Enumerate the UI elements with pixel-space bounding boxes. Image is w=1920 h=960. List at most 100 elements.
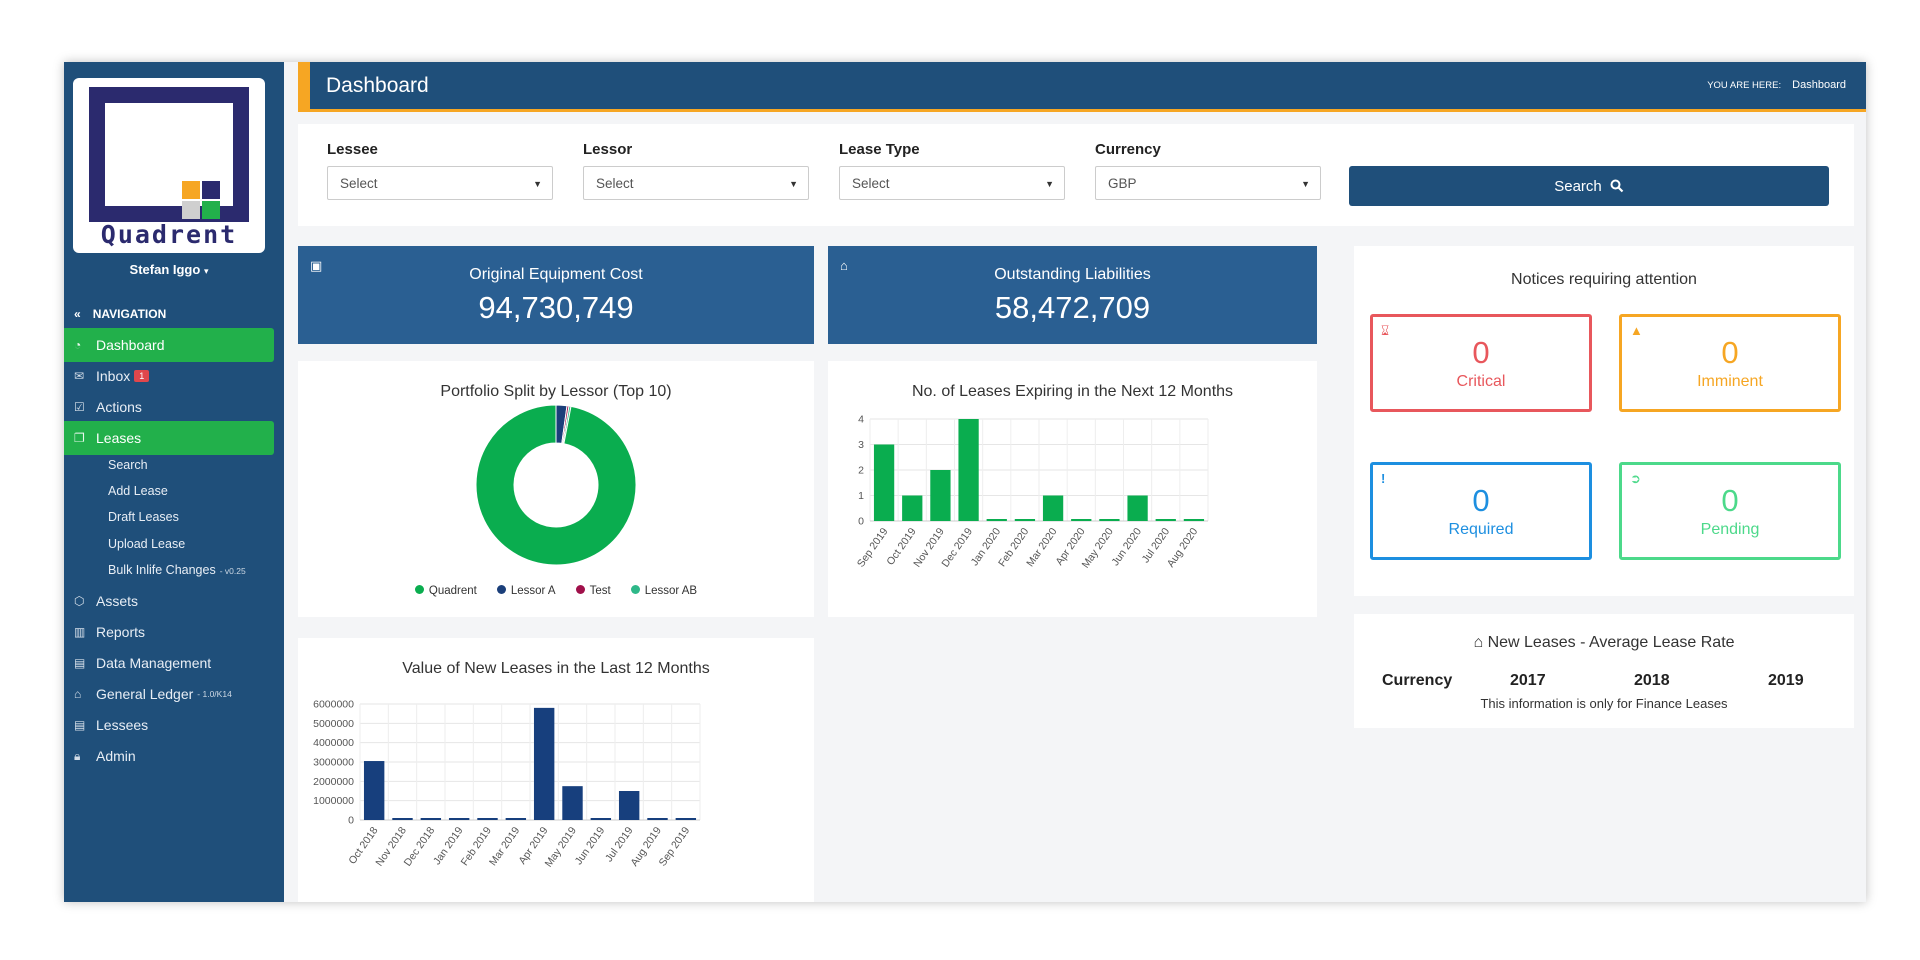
logo[interactable]: Quadrent [73,78,265,253]
search-button[interactable]: Search [1349,166,1829,206]
sidebar-item-lessees[interactable]: ▤ Lessees [64,708,274,742]
legend-entry-lessor-ab[interactable]: Lessor AB [630,585,697,597]
lessee-select-value: Select [340,175,378,191]
bar-jul-2020[interactable] [1155,519,1176,521]
sidebar-item-leases[interactable]: ❐ Leases [64,421,274,455]
checkbox-icon: ☑ [74,400,85,414]
sub-item-search[interactable]: Search [108,458,148,472]
legend-dot [575,585,585,594]
rate-title: ⌂ New Leases - Average Lease Rate [1354,634,1854,652]
bar-oct-2019[interactable] [902,495,923,522]
lease-type-filter: Lease Type Select ▼ [839,141,1065,200]
lease-type-select[interactable]: Select ▼ [839,166,1065,200]
search-icon [1610,179,1624,193]
sidebar-item-admin[interactable]: 🔒︎ Admin [64,739,274,773]
sidebar-item-assets[interactable]: ⬡ Assets [64,584,274,618]
bar-apr-2019[interactable] [533,707,555,820]
sub-item-bulk-inlife-changes[interactable]: Bulk Inlife Changes - v0.25 [108,563,246,577]
user-menu[interactable]: Stefan Iggo ▾ [64,262,274,277]
page-header: Dashboard YOU ARE HERE: Dashboard [298,62,1866,112]
lock-icon: 🔒︎ [74,748,81,763]
bar-dec-2019[interactable] [958,419,979,521]
lessor-label: Lessor [583,141,633,158]
bar-mar-2020[interactable] [1042,495,1064,522]
logo-navy-square [202,181,220,199]
sidebar-item-general-ledger[interactable]: ⌂ General Ledger - 1.0/K14 [64,677,274,711]
lessor-select-value: Select [596,175,634,191]
bar-aug-2019[interactable] [647,818,668,820]
bar-feb-2020[interactable] [1014,519,1036,521]
bar-jan-2020[interactable] [986,519,1007,521]
stat-card-outstanding-liabilities: ⌂ Outstanding Liabilities 58,472,709 [828,246,1317,344]
bar-nov-2018[interactable] [392,818,413,820]
notice-label: Critical [1456,373,1506,390]
caret-down-icon: ▼ [533,179,542,189]
y-tick-label: 0 [858,516,864,528]
average-lease-rate-panel: ⌂ New Leases - Average Lease Rate Curren… [1354,614,1854,728]
version-tag: - 1.0/K14 [197,689,232,699]
nav-heading-label: NAVIGATION [92,307,167,321]
lease-type-label: Lease Type [839,141,920,158]
stat-value: 58,472,709 [994,290,1151,325]
nav-heading[interactable]: « NAVIGATION [74,307,166,321]
bar-sep-2019[interactable] [675,818,697,820]
sidebar-item-label: Inbox [96,368,131,384]
sidebar-item-data-management[interactable]: ▤ Data Management [64,646,274,680]
donut-slice-quadrent[interactable] [475,404,637,566]
logo-orange-square [182,181,200,199]
legend-entry-test[interactable]: Test [575,585,611,597]
chart-legend: Quadrent Lessor A Test Lessor AB [298,585,814,597]
sidebar-item-inbox[interactable]: ✉ Inbox 1 [64,359,274,393]
legend-label: Test [589,585,611,597]
currency-filter: Currency GBP ▼ [1095,141,1321,200]
bar-jun-2019[interactable] [590,818,612,820]
sidebar-item-label: General Ledger [96,686,194,702]
breadcrumb-current[interactable]: Dashboard [1792,79,1846,91]
envelope-icon: ✉ [74,369,85,383]
sidebar-item-actions[interactable]: ☑ Actions [64,390,274,424]
lessor-select[interactable]: Select ▼ [583,166,809,200]
bar-jan-2019[interactable] [448,818,470,820]
bar-jun-2020[interactable] [1127,495,1148,522]
notice-pending[interactable]: ➲ 0 Pending [1619,462,1841,560]
bank-icon: ⌂ [74,687,82,701]
y-tick-label: 4 [858,414,864,426]
lessee-label: Lessee [327,141,378,158]
lessee-filter: Lessee Select ▼ [327,141,553,200]
bar-aug-2020[interactable] [1183,519,1205,521]
search-button-label: Search [1554,177,1602,195]
sub-item-upload-lease[interactable]: Upload Lease [108,537,186,551]
currency-select[interactable]: GBP ▼ [1095,166,1321,200]
bar-jul-2019[interactable] [618,791,640,820]
bar-dec-2018[interactable] [420,818,442,820]
sub-item-draft-leases[interactable]: Draft Leases [108,510,179,524]
bar-oct-2018[interactable] [363,761,385,820]
app-window: Quadrent Stefan Iggo ▾ « NAVIGATION ◔ Da… [64,62,1866,902]
bar-mar-2019[interactable] [505,818,527,820]
notice-required[interactable]: ! 0 Required [1370,462,1592,560]
caret-down-icon: ▼ [1045,179,1054,189]
money-icon: ▣ [310,258,323,273]
sidebar-item-label: Assets [96,593,139,609]
bank-icon: ⌂ [840,258,848,273]
bar-may-2019[interactable] [562,786,583,820]
lessee-select[interactable]: Select ▼ [327,166,553,200]
notice-critical[interactable]: ⌛︎ 0 Critical [1370,314,1592,412]
bar-apr-2020[interactable] [1071,519,1092,521]
legend-entry-quadrent[interactable]: Quadrent [414,585,477,597]
bar-nov-2019[interactable] [930,470,951,521]
sidebar-item-reports[interactable]: ▥ Reports [64,615,274,649]
sidebar-item-dashboard[interactable]: ◔ Dashboard [64,328,274,362]
legend-entry-lessor-a[interactable]: Lessor A [496,585,556,597]
logo-wordmark: Quadrent [100,220,238,249]
notice-imminent[interactable]: ▲ 0 Imminent [1619,314,1841,412]
bar-sep-2019[interactable] [873,444,895,522]
bar-may-2020[interactable] [1099,519,1120,521]
notices-title: Notices requiring attention [1511,271,1697,288]
hourglass-icon: ⌛︎ [1381,323,1390,338]
stat-value: 94,730,749 [478,290,634,325]
bar-feb-2019[interactable] [477,818,498,820]
stat-card-equipment-cost: ▣ Original Equipment Cost 94,730,749 [298,246,814,344]
legend-dot [414,585,424,594]
sub-item-add-lease[interactable]: Add Lease [108,484,168,498]
